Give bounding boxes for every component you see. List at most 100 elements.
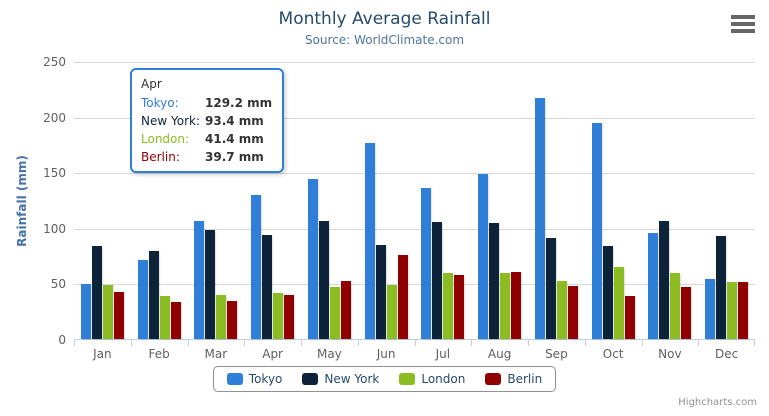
column-bar-london[interactable]: [102, 284, 113, 339]
column-group-bars: [364, 143, 408, 339]
x-axis-label: Dec: [715, 347, 739, 361]
legend-item-new-york[interactable]: New York: [302, 372, 379, 386]
legend-swatch: [485, 373, 502, 385]
column-group: [188, 220, 245, 339]
tooltip: Apr Tokyo: 129.2 mm New York: 93.4 mm London…: [130, 68, 284, 173]
y-axis-label: 250: [43, 55, 66, 69]
column-bar-berlin[interactable]: [567, 286, 578, 339]
column-group-bars: [591, 123, 635, 339]
column-bar-new-york[interactable]: [375, 245, 386, 339]
column-group-bars: [534, 98, 578, 339]
column-bar-london[interactable]: [500, 272, 511, 339]
column-bar-berlin[interactable]: [624, 295, 635, 339]
chart-title: Monthly Average Rainfall: [278, 9, 491, 29]
x-axis-tick: [131, 340, 132, 346]
column-bar-new-york[interactable]: [262, 235, 273, 339]
x-axis-tick: [188, 340, 189, 346]
column-bar-new-york[interactable]: [659, 220, 670, 339]
column-bar-london[interactable]: [329, 286, 340, 339]
column-bar-london[interactable]: [443, 273, 454, 339]
column-bar-tokyo[interactable]: [80, 283, 91, 339]
x-axis-tick: [698, 340, 699, 346]
column-bar-berlin[interactable]: [170, 302, 181, 339]
column-group-bars: [251, 195, 295, 339]
column-bar-london[interactable]: [613, 266, 624, 339]
column-bar-new-york[interactable]: [148, 251, 159, 339]
column-bar-london[interactable]: [159, 295, 170, 339]
column-group: [698, 236, 755, 339]
column-bar-new-york[interactable]: [318, 221, 329, 339]
column-bar-new-york[interactable]: [602, 246, 613, 339]
x-axis-tick: [585, 340, 586, 346]
column-bar-tokyo[interactable]: [364, 143, 375, 339]
column-group: [585, 123, 642, 339]
column-bar-tokyo[interactable]: [421, 188, 432, 339]
legend-label: New York: [324, 372, 380, 386]
gridline: [74, 284, 755, 286]
column-bar-tokyo[interactable]: [194, 220, 205, 339]
column-group: [415, 188, 472, 339]
column-bar-new-york[interactable]: [716, 236, 727, 339]
column-bar-berlin[interactable]: [681, 287, 692, 339]
column-bar-new-york[interactable]: [432, 222, 443, 339]
x-axis-label: Apr: [262, 347, 283, 361]
column-bar-new-york[interactable]: [545, 237, 556, 339]
column-bar-tokyo[interactable]: [591, 123, 602, 339]
column-bar-tokyo[interactable]: [534, 98, 545, 339]
legend-item-tokyo[interactable]: Tokyo: [226, 372, 282, 386]
column-bar-tokyo[interactable]: [705, 278, 716, 339]
column-bar-new-york[interactable]: [489, 223, 500, 339]
gridline: [74, 173, 755, 175]
y-axis-label: 100: [43, 221, 66, 236]
column-bar-berlin[interactable]: [284, 294, 295, 339]
column-bar-tokyo[interactable]: [478, 173, 489, 339]
column-bar-london[interactable]: [727, 282, 738, 339]
column-bar-tokyo[interactable]: [251, 195, 262, 339]
column-group: [74, 246, 131, 339]
column-bar-berlin[interactable]: [340, 280, 351, 339]
plot-area: 0 50 100 150 200 250 Jan Feb Mar Apr May Jun Jul Aug S…: [43, 55, 755, 361]
column-bar-tokyo[interactable]: [307, 178, 318, 339]
column-bar-berlin[interactable]: [227, 300, 238, 339]
column-bar-london[interactable]: [670, 273, 681, 339]
tooltip-series-label: Berlin:: [141, 150, 180, 164]
column-bar-tokyo[interactable]: [137, 259, 148, 339]
legend-swatch: [302, 373, 319, 385]
x-axis-label: Jul: [435, 347, 451, 361]
column-group: [642, 220, 699, 339]
legend-item-berlin[interactable]: Berlin: [485, 372, 542, 386]
credits-link[interactable]: Highcharts.com: [678, 397, 757, 408]
column-bar-london[interactable]: [273, 293, 284, 339]
column-group-bars: [478, 173, 522, 339]
hamburger-icon[interactable]: [731, 15, 755, 33]
column-bar-berlin[interactable]: [511, 271, 522, 339]
column-bar-tokyo[interactable]: [648, 232, 659, 339]
column-bar-new-york[interactable]: [205, 229, 216, 339]
x-axis-tick: [471, 340, 472, 346]
column-bar-berlin[interactable]: [738, 282, 749, 339]
column-group: [131, 251, 188, 339]
legend-item-london[interactable]: London: [399, 372, 465, 386]
column-bar-london[interactable]: [556, 280, 567, 339]
column-bar-london[interactable]: [216, 295, 227, 339]
x-axis-label: Jun: [376, 347, 396, 361]
legend-label: Berlin: [507, 372, 543, 386]
tooltip-rows: Tokyo: 129.2 mm New York: 93.4 mm London: 41.…: [141, 96, 273, 164]
column-bar-new-york[interactable]: [91, 246, 102, 339]
y-axis-label: 150: [43, 166, 66, 181]
hamburger-bar: [731, 22, 755, 26]
y-axis-label: 50: [50, 277, 66, 292]
x-axis-label: May: [316, 347, 342, 361]
tooltip-series-value: 39.7 mm: [205, 150, 264, 164]
column-bar-berlin[interactable]: [454, 275, 465, 339]
x-axis-tick: [528, 340, 529, 346]
tooltip-series-value: 93.4 mm: [205, 114, 264, 128]
legend-swatch: [399, 373, 416, 385]
column-group-bars: [307, 178, 351, 339]
column-bar-berlin[interactable]: [397, 255, 408, 339]
column-bar-london[interactable]: [386, 285, 397, 339]
column-group-bars: [648, 220, 692, 339]
x-axis-label: Mar: [204, 347, 228, 361]
column-bar-berlin[interactable]: [113, 291, 124, 339]
x-axis-tick: [415, 340, 416, 346]
